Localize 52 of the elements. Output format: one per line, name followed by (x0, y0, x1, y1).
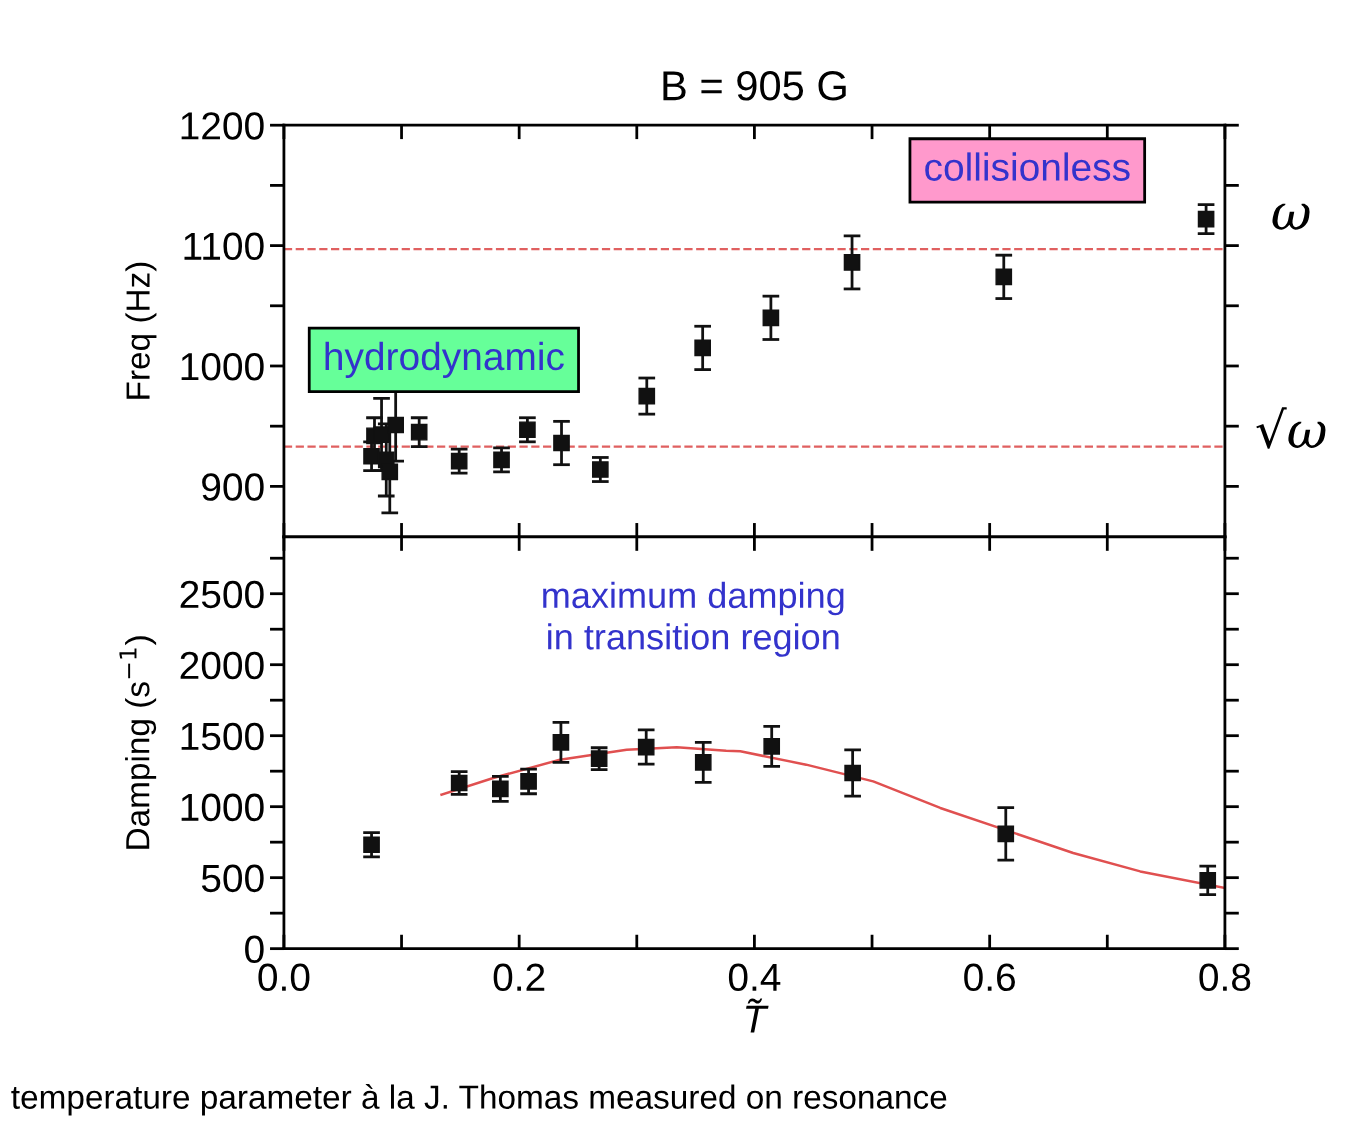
point (493, 451, 510, 469)
point (381, 463, 399, 481)
point (694, 754, 712, 771)
y-tick-label: 2000 (180, 651, 264, 680)
point (762, 309, 780, 327)
point (363, 836, 380, 854)
y-tick-label: 1000 (181, 793, 264, 822)
annotation: maximum damping in transition region (543, 581, 844, 657)
point (997, 825, 1015, 843)
x-axis-title: T̃ (746, 998, 769, 1033)
y-tick-label: 1200 (181, 112, 264, 140)
text: temperature parameter à la J. Thomas measured on resonance (11, 1084, 947, 1116)
point (363, 447, 380, 465)
point (995, 268, 1013, 286)
y-axis-title: Freq (Hz) (125, 262, 157, 399)
y-tick-label: 0 (245, 935, 264, 964)
point (492, 780, 509, 798)
point (591, 461, 609, 478)
point (763, 738, 781, 755)
point (553, 434, 570, 452)
y-tick-label: 900 (202, 473, 264, 501)
point (373, 426, 390, 443)
point (844, 764, 861, 782)
x-tick-label: 0.0 (258, 963, 310, 992)
chart-title: B = 905 G (663, 71, 846, 101)
text: ω (1272, 203, 1310, 230)
y-tick-label: 1500 (181, 722, 264, 751)
text: √ω (1256, 407, 1326, 449)
y-tick-label: 500 (201, 864, 264, 893)
annotation: collisionless (925, 152, 1130, 181)
point (1197, 210, 1215, 228)
y-axis-title: Damping (s$^{−1}$) (119, 636, 157, 849)
annotation: hydrodynamic (325, 341, 564, 379)
point (410, 423, 428, 441)
point (387, 416, 404, 434)
x-tick-label: 0.4 (728, 963, 781, 992)
point (638, 387, 656, 405)
point (637, 738, 655, 756)
x-tick-label: 0.2 (493, 963, 545, 992)
point (694, 339, 711, 357)
y-tick-label: 1100 (184, 232, 264, 261)
point (450, 452, 468, 470)
point (1199, 872, 1217, 889)
x-tick-label: 0.8 (1199, 963, 1251, 992)
point (519, 421, 536, 439)
y-tick-label: 2500 (180, 580, 264, 609)
point (520, 773, 537, 790)
y-tick-label: 1000 (181, 352, 264, 381)
point (843, 254, 861, 271)
line-series (440, 746, 1225, 890)
x-tick-label: 0.6 (964, 963, 1015, 992)
point (552, 734, 570, 751)
